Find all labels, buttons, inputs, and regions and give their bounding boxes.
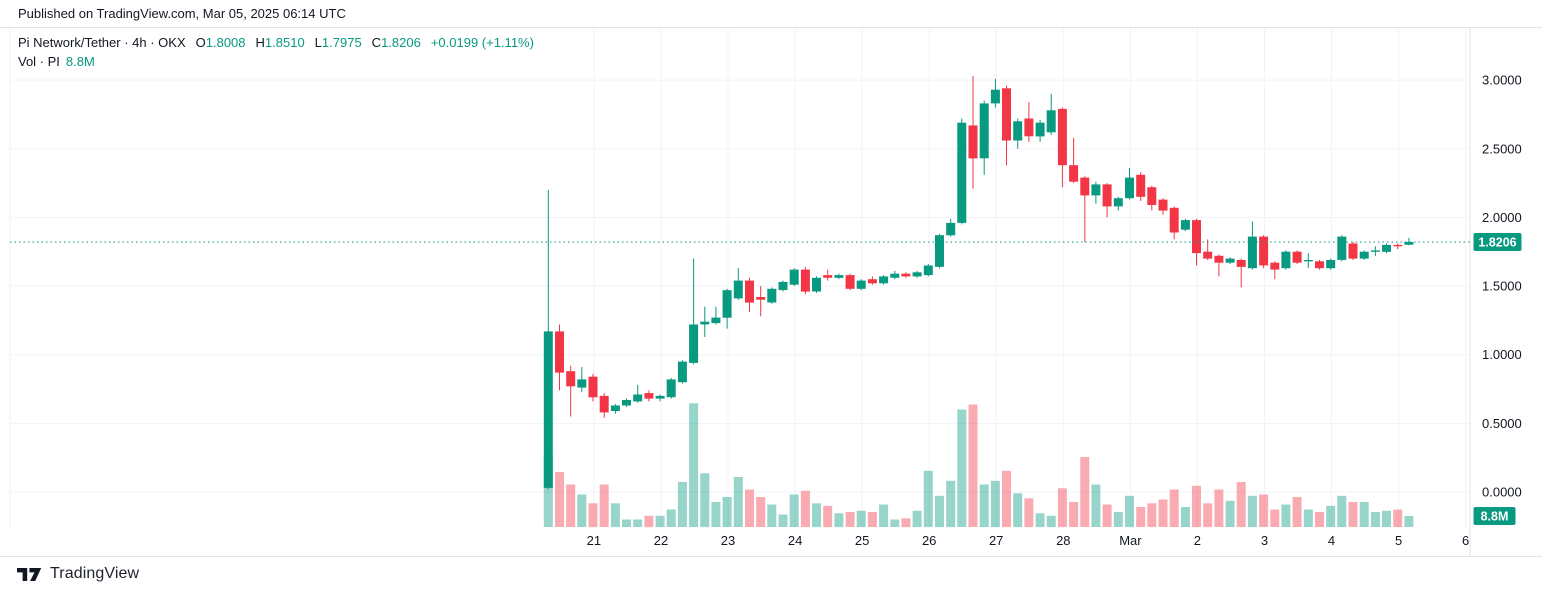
svg-text:2: 2 <box>1194 533 1201 548</box>
svg-text:5: 5 <box>1395 533 1402 548</box>
svg-text:28: 28 <box>1056 533 1070 548</box>
svg-text:24: 24 <box>788 533 802 548</box>
chart-legend: Pi Network/Tether · 4h · OKX O1.8008 H1.… <box>18 33 534 71</box>
last-price-badge: 1.8206 <box>1473 233 1522 251</box>
brand-text[interactable]: TradingView <box>50 565 140 582</box>
svg-text:26: 26 <box>922 533 936 548</box>
svg-text:27: 27 <box>989 533 1003 548</box>
footer: TradingView <box>0 556 1542 591</box>
svg-text:6: 6 <box>1462 533 1469 548</box>
time-gridlines <box>9 28 1467 528</box>
ohlc-close: C1.8206 <box>371 35 421 50</box>
candles <box>543 76 1414 490</box>
legend-row-volume: Vol · PI 8.8M <box>18 52 534 71</box>
chart-area: 3.0000 2.5000 2.0000 1.5000 1.0000 0.5000 0.00… <box>0 28 1542 556</box>
ohlc-open: O1.8008 <box>195 35 246 50</box>
svg-text:22: 22 <box>654 533 668 548</box>
ohlc-high: H1.8510 <box>255 35 305 50</box>
volume-bars <box>543 403 1414 528</box>
svg-text:1.5000: 1.5000 <box>1482 279 1522 294</box>
price-change: +0.0199 (+1.11%) <box>430 35 534 50</box>
tradingview-logo-icon[interactable] <box>17 567 42 582</box>
svg-text:2.5000: 2.5000 <box>1482 141 1522 156</box>
svg-text:2.0000: 2.0000 <box>1482 210 1522 225</box>
svg-text:25: 25 <box>855 533 869 548</box>
volume-label: Vol · PI <box>18 54 60 69</box>
svg-text:4: 4 <box>1328 533 1335 548</box>
svg-text:1.8206: 1.8206 <box>1478 236 1516 250</box>
time-axis-labels[interactable]: 21 22 23 24 25 26 27 28 Mar 2 3 4 5 6 <box>587 533 1470 548</box>
svg-text:3.0000: 3.0000 <box>1482 73 1522 88</box>
svg-text:23: 23 <box>721 533 735 548</box>
symbol-title[interactable]: Pi Network/Tether · 4h · OKX <box>18 35 186 50</box>
svg-text:8.8M: 8.8M <box>1481 510 1509 524</box>
volume-badge: 8.8M <box>1473 507 1516 525</box>
publish-text: Published on TradingView.com, Mar 05, 20… <box>18 6 346 21</box>
volume-value: 8.8M <box>65 54 95 69</box>
svg-text:0.5000: 0.5000 <box>1482 416 1522 431</box>
price-gridlines <box>10 79 1470 493</box>
svg-text:3: 3 <box>1261 533 1268 548</box>
svg-text:0.0000: 0.0000 <box>1482 485 1522 500</box>
svg-text:21: 21 <box>587 533 601 548</box>
svg-text:1.0000: 1.0000 <box>1482 347 1522 362</box>
ohlc-low: L1.7975 <box>314 35 362 50</box>
svg-text:Mar: Mar <box>1119 533 1142 548</box>
candlestick-chart[interactable]: 3.0000 2.5000 2.0000 1.5000 1.0000 0.5000 0.00… <box>0 28 1542 556</box>
legend-row-symbol: Pi Network/Tether · 4h · OKX O1.8008 H1.… <box>18 33 534 52</box>
publish-bar: Published on TradingView.com, Mar 05, 20… <box>0 0 1542 28</box>
price-axis-labels[interactable]: 3.0000 2.5000 2.0000 1.5000 1.0000 0.5000 0.00… <box>1482 73 1522 500</box>
